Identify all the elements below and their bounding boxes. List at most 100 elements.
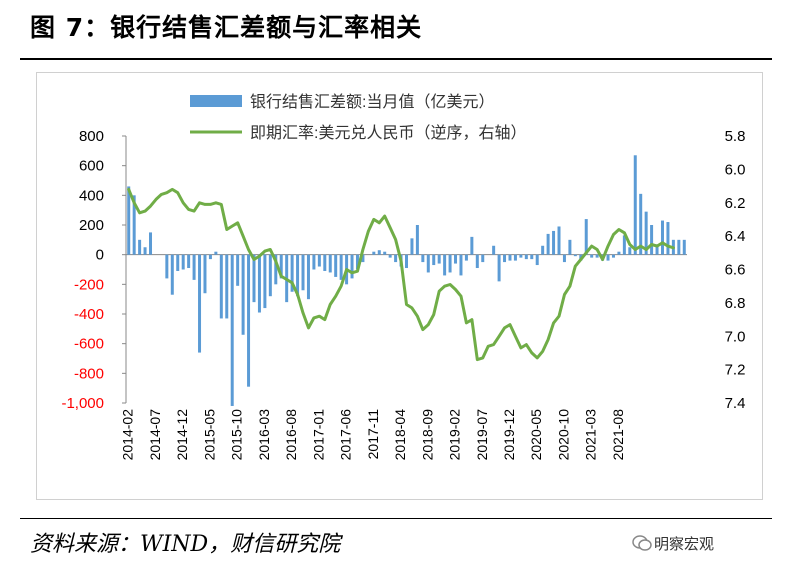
left-tick-label: 600 — [79, 158, 104, 175]
fx-balance-bar — [208, 254, 212, 260]
fx-balance-bar — [622, 235, 626, 255]
x-tick-label: 2015-05 — [201, 409, 217, 461]
right-tick-label: 7.2 — [725, 362, 746, 379]
fx-balance-bar — [170, 254, 174, 295]
fx-balance-bar — [361, 254, 365, 263]
fx-balance-bar — [149, 232, 153, 255]
wechat-icon — [632, 535, 652, 551]
fx-balance-bar — [519, 254, 523, 258]
left-tick-label: 0 — [96, 247, 104, 264]
fx-balance-bar — [410, 238, 414, 255]
fx-balance-bar — [181, 254, 185, 270]
fx-balance-bar — [633, 155, 637, 255]
fx-balance-bar — [323, 254, 327, 271]
fx-balance-bar — [219, 254, 223, 319]
fx-balance-bar — [328, 254, 332, 273]
legend-line-label: 即期汇率:美元兑人民币（逆序，右轴） — [250, 124, 526, 142]
fx-balance-bar — [454, 254, 458, 264]
fx-balance-bar — [187, 254, 191, 269]
x-tick-label: 2019-02 — [447, 409, 463, 461]
fx-balance-bar — [682, 239, 686, 255]
left-tick-label: -200 — [74, 276, 104, 293]
x-tick-label: 2017-06 — [338, 409, 354, 461]
fx-balance-bar — [432, 254, 436, 266]
fx-balance-bar — [383, 251, 387, 255]
x-tick-label: 2019-12 — [501, 409, 517, 461]
fx-balance-bar — [214, 251, 218, 255]
fx-balance-bar — [530, 254, 534, 260]
fx-balance-bar — [350, 254, 354, 279]
fx-balance-bar — [443, 254, 447, 276]
left-tick-label: -600 — [74, 336, 104, 353]
fx-balance-bar — [377, 250, 381, 255]
legend: 银行结售汇差额:当月值（亿美元） 即期汇率:美元兑人民币（逆序，右轴） — [190, 93, 526, 142]
fx-balance-bar — [459, 254, 463, 276]
fx-balance-bar — [535, 254, 539, 266]
fx-balance-bar — [464, 254, 468, 261]
right-tick-label: 7.0 — [725, 328, 746, 345]
left-tick-label: 400 — [79, 187, 104, 204]
right-tick-label: 6.0 — [725, 161, 746, 178]
fx-balance-bar — [306, 254, 310, 300]
fx-balance-bar — [660, 220, 664, 255]
x-tick-label: 2014-12 — [174, 409, 190, 461]
bar-series — [127, 155, 686, 406]
fx-balance-bar — [655, 244, 659, 255]
fx-balance-bar — [236, 254, 240, 286]
fx-balance-bar — [492, 245, 496, 255]
x-tick-label: 2018-09 — [419, 409, 435, 461]
fx-balance-bar — [595, 254, 599, 258]
fx-balance-bar — [568, 239, 572, 255]
fx-balance-bar — [552, 230, 556, 255]
fx-balance-bar — [127, 186, 131, 255]
fx-balance-bar — [562, 254, 566, 263]
fx-balance-bar — [317, 254, 321, 267]
fx-balance-bar — [268, 254, 272, 297]
x-tick-label: 2020-05 — [528, 409, 544, 461]
fx-balance-bar — [650, 225, 654, 255]
fx-balance-bar — [426, 254, 430, 273]
x-tick-label: 2018-04 — [392, 409, 408, 461]
fx-balance-bar — [143, 247, 147, 255]
page-title: 图 7：银行结售汇差额与汇率相关 — [30, 13, 423, 42]
fx-balance-bar — [203, 254, 207, 294]
fx-balance-bar — [176, 254, 180, 271]
fx-balance-bar — [644, 211, 648, 255]
fx-balance-bar — [584, 219, 588, 255]
fx-balance-bar — [497, 254, 501, 282]
fx-balance-bar — [677, 239, 681, 255]
fx-balance-bar — [513, 254, 517, 261]
x-tick-label: 2015-10 — [229, 409, 245, 461]
fx-balance-bar — [617, 251, 621, 255]
fx-balance-bar — [247, 254, 251, 387]
top-rule — [20, 58, 772, 60]
right-tick-label: 6.6 — [725, 262, 746, 279]
fx-balance-bar — [230, 254, 234, 406]
fx-balance-bar — [405, 254, 408, 269]
right-tick-label: 6.2 — [725, 195, 746, 212]
fx-balance-bar — [372, 251, 376, 255]
watermark: 明察宏观 — [654, 535, 715, 553]
x-tick-label: 2016-03 — [256, 409, 272, 461]
fx-balance-bar — [388, 254, 392, 258]
rate-line — [127, 187, 675, 362]
fx-balance-bar — [138, 239, 142, 255]
left-tick-label: -1,000 — [61, 395, 104, 412]
x-tick-label: 2016-08 — [283, 409, 299, 461]
fx-balance-bar — [590, 254, 594, 258]
fx-balance-bar — [312, 254, 316, 270]
fx-balance-bar — [198, 254, 202, 353]
fx-balance-bar — [611, 254, 615, 258]
fx-balance-bar — [296, 254, 300, 297]
fx-balance-bar — [573, 254, 577, 257]
left-tick-label: -800 — [74, 365, 104, 382]
fx-balance-bar — [279, 254, 283, 279]
fx-balance-bar — [132, 195, 136, 255]
fx-balance-bar — [628, 247, 632, 255]
fx-balance-bar — [475, 254, 479, 269]
fx-balance-bar — [666, 222, 670, 255]
x-tick-label: 2014-07 — [147, 409, 163, 461]
fx-balance-bar — [252, 254, 256, 303]
fx-balance-bar — [448, 254, 452, 273]
